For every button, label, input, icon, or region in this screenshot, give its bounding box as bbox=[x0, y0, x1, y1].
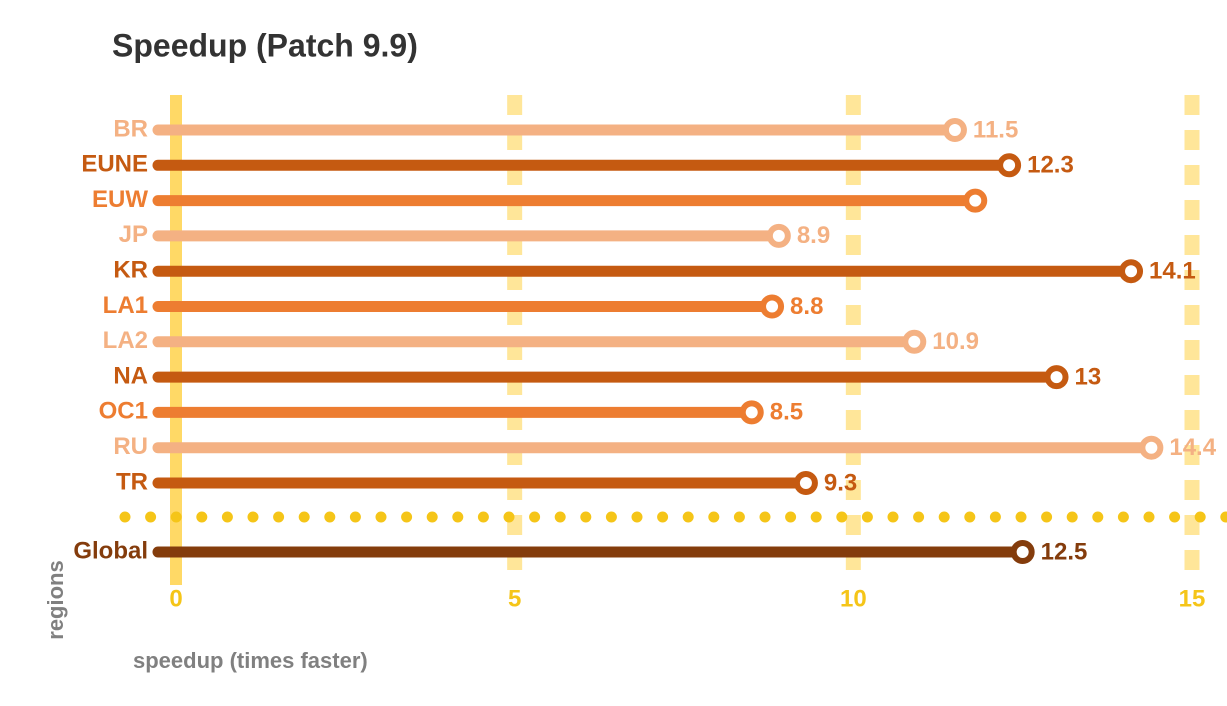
category-label: KR bbox=[113, 257, 148, 284]
value-label: 8.8 bbox=[790, 293, 823, 320]
x-tick-label: 5 bbox=[508, 585, 521, 612]
dot bbox=[997, 153, 1022, 178]
dot bbox=[760, 294, 785, 319]
dot bbox=[963, 188, 988, 213]
x-tick-label: 0 bbox=[169, 585, 182, 612]
value-label: 10.9 bbox=[932, 328, 979, 355]
value-label: 9.3 bbox=[824, 469, 857, 496]
value-label: 12.3 bbox=[1027, 152, 1074, 179]
dot bbox=[739, 400, 764, 425]
dot bbox=[793, 471, 818, 495]
category-label: NA bbox=[113, 362, 148, 389]
dot bbox=[1139, 435, 1164, 460]
category-label: OC1 bbox=[99, 398, 148, 425]
category-label: BR bbox=[113, 115, 148, 142]
dot bbox=[902, 329, 927, 354]
category-label: TR bbox=[116, 468, 148, 495]
value-label: 14.1 bbox=[1149, 258, 1196, 285]
x-axis-label: speedup (times faster) bbox=[133, 648, 368, 673]
x-tick-label: 10 bbox=[840, 585, 867, 612]
category-label: EUW bbox=[92, 186, 148, 213]
category-label: RU bbox=[113, 433, 148, 460]
category-label: LA1 bbox=[103, 292, 148, 319]
dot bbox=[766, 223, 791, 248]
category-label: EUNE bbox=[81, 151, 148, 178]
value-label: 14.4 bbox=[1169, 434, 1216, 461]
value-label: 13 bbox=[1075, 363, 1102, 390]
value-label: 11.5 bbox=[973, 116, 1018, 143]
dot bbox=[1044, 365, 1069, 390]
value-label: 8.5 bbox=[770, 399, 803, 426]
dot bbox=[942, 118, 967, 142]
chart-title: Speedup (Patch 9.9) bbox=[112, 27, 418, 63]
value-label: 8.9 bbox=[797, 222, 830, 249]
y-axis-label: regions bbox=[43, 560, 68, 639]
dot bbox=[1010, 540, 1035, 564]
category-label: JP bbox=[119, 221, 148, 248]
category-label: Global bbox=[73, 537, 148, 564]
x-tick-label: 15 bbox=[1179, 585, 1206, 612]
dot bbox=[1119, 259, 1144, 284]
category-label: LA2 bbox=[103, 327, 148, 354]
value-label: 12.5 bbox=[1041, 538, 1088, 565]
